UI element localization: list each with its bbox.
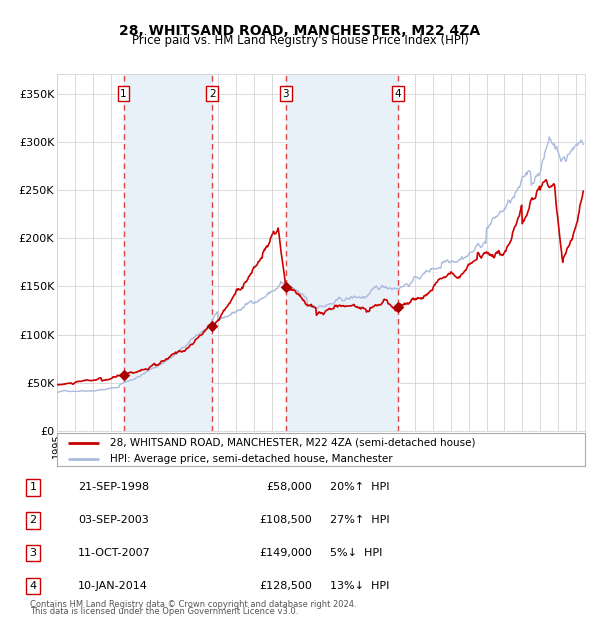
Bar [124, 74, 212, 431]
Point [119, 370, 128, 380]
Text: £58,000: £58,000 [266, 482, 312, 492]
Text: 28, WHITSAND ROAD, MANCHESTER, M22 4ZA (semi-detached house): 28, WHITSAND ROAD, MANCHESTER, M22 4ZA (… [110, 438, 475, 448]
Text: This data is licensed under the Open Government Licence v3.0.: This data is licensed under the Open Gov… [30, 607, 298, 616]
Text: 2: 2 [209, 89, 215, 99]
Text: 27%↑  HPI: 27%↑ HPI [330, 515, 389, 525]
Text: 5%↓  HPI: 5%↓ HPI [330, 548, 382, 558]
Text: £128,500: £128,500 [259, 581, 312, 591]
Text: 4: 4 [394, 89, 401, 99]
Text: 4: 4 [29, 581, 37, 591]
Text: 10-JAN-2014: 10-JAN-2014 [78, 581, 148, 591]
Text: Price paid vs. HM Land Registry's House Price Index (HPI): Price paid vs. HM Land Registry's House … [131, 34, 469, 47]
Text: 03-SEP-2003: 03-SEP-2003 [78, 515, 149, 525]
Text: 3: 3 [29, 548, 37, 558]
Bar [286, 74, 398, 431]
Text: 3: 3 [283, 89, 289, 99]
Point [281, 282, 290, 292]
Text: £108,500: £108,500 [259, 515, 312, 525]
Text: Contains HM Land Registry data © Crown copyright and database right 2024.: Contains HM Land Registry data © Crown c… [30, 600, 356, 609]
Text: HPI: Average price, semi-detached house, Manchester: HPI: Average price, semi-detached house,… [110, 454, 392, 464]
Text: 21-SEP-1998: 21-SEP-1998 [78, 482, 149, 492]
Point [208, 321, 217, 331]
Text: 1: 1 [120, 89, 127, 99]
Text: 28, WHITSAND ROAD, MANCHESTER, M22 4ZA: 28, WHITSAND ROAD, MANCHESTER, M22 4ZA [119, 24, 481, 38]
Point [393, 302, 403, 312]
Text: 20%↑  HPI: 20%↑ HPI [330, 482, 389, 492]
Text: £149,000: £149,000 [259, 548, 312, 558]
Text: 13%↓  HPI: 13%↓ HPI [330, 581, 389, 591]
Text: 2: 2 [29, 515, 37, 525]
Text: 1: 1 [29, 482, 37, 492]
Text: 11-OCT-2007: 11-OCT-2007 [78, 548, 151, 558]
